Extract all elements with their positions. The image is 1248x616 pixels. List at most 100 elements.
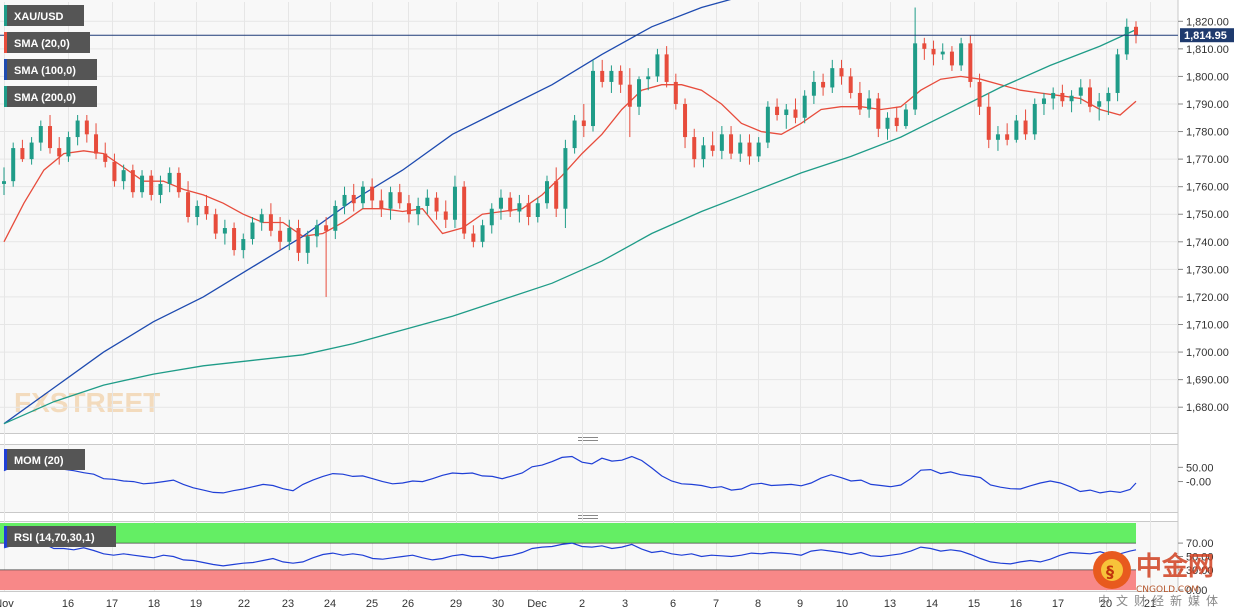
candle <box>425 189 430 215</box>
candle <box>683 98 688 149</box>
rsi-tag-label: RSI (14,70,30,1) <box>14 532 95 544</box>
candle <box>342 186 347 215</box>
date-tick-label: 16 <box>62 598 74 610</box>
candle <box>1041 92 1046 116</box>
candle <box>314 219 319 248</box>
candle <box>618 65 623 93</box>
date-tick-label: 8 <box>755 598 761 610</box>
candle-body <box>1041 98 1046 104</box>
sma200-tag[interactable]: SMA (200,0) <box>4 86 97 107</box>
candle <box>655 48 660 82</box>
candle <box>995 126 1000 151</box>
candle-body <box>867 98 872 110</box>
candle <box>830 59 835 93</box>
candle-body <box>213 214 218 234</box>
symbol-tag-label: XAU/USD <box>14 11 64 23</box>
rsi-tag-box <box>4 526 116 547</box>
candle-body <box>673 81 678 104</box>
rsi-tick-label: 50.00 <box>1186 552 1214 564</box>
candle-body <box>581 120 586 127</box>
candle <box>370 178 375 209</box>
date-tick-label: 17 <box>1052 598 1064 610</box>
sma200-tag-label: SMA (200,0) <box>14 92 76 104</box>
main-panel <box>0 0 1178 433</box>
candle-body <box>572 120 577 149</box>
candle-body <box>112 161 117 182</box>
candle-body <box>729 134 734 154</box>
candle <box>627 68 632 138</box>
mom-tick-label: 50.00 <box>1186 462 1214 474</box>
last-price-line: 1,814.95 <box>0 28 1234 43</box>
candle-body <box>977 81 982 107</box>
candle-body <box>370 186 375 201</box>
sma200-tag-box <box>4 86 97 107</box>
candle <box>66 131 71 162</box>
mom-line <box>3 455 1137 494</box>
indicator-tags: XAU/USD SMA (20,0) SMA (100,0) SMA (200,0) M… <box>4 5 116 547</box>
candle <box>1005 123 1010 146</box>
rsi-tag[interactable]: RSI (14,70,30,1) <box>4 526 116 547</box>
candle-body <box>443 211 448 220</box>
date-tick-label: 26 <box>402 598 414 610</box>
candle <box>103 142 108 168</box>
candle-body <box>563 148 568 209</box>
candle-body <box>305 236 310 253</box>
candle <box>1124 18 1129 60</box>
candle <box>57 137 62 165</box>
candle <box>278 217 283 251</box>
candle-body <box>75 120 80 138</box>
date-tick-label: 2 <box>579 598 585 610</box>
candle <box>1069 90 1074 113</box>
candle <box>1051 87 1056 110</box>
candle-body <box>176 172 181 193</box>
candle <box>784 103 789 129</box>
candle-body <box>683 103 688 138</box>
date-tick-label: 10 <box>836 598 848 610</box>
candle-body <box>940 51 945 55</box>
rsi-resize-handle[interactable] <box>578 515 598 519</box>
candle <box>397 183 402 209</box>
candle <box>434 192 439 220</box>
candle-body <box>1115 54 1120 93</box>
candle-body <box>664 54 669 82</box>
candle <box>664 46 669 88</box>
moving-average-lines <box>3 0 1137 425</box>
candle <box>480 219 485 248</box>
candle-body <box>314 225 319 237</box>
candle-body <box>1134 26 1138 36</box>
candle <box>351 183 356 212</box>
mom-tag[interactable]: MOM (20) <box>4 449 85 470</box>
candle <box>1032 98 1037 140</box>
price-tick-label: 1,790.00 <box>1186 99 1229 111</box>
candle-body <box>121 170 126 182</box>
sma20-tag[interactable]: SMA (20,0) <box>4 32 90 53</box>
cngold-logo: § 中金网 CNGOLD.COM 中文财经新媒体 <box>1093 551 1218 608</box>
candle <box>149 170 154 201</box>
price-tick-label: 1,800.00 <box>1186 71 1229 83</box>
candle-body <box>968 43 973 82</box>
sma20-tag-color <box>4 32 7 53</box>
candle <box>692 128 697 168</box>
candle <box>1134 21 1138 44</box>
candle-body <box>609 70 614 82</box>
candle <box>885 112 890 140</box>
candle <box>821 73 826 96</box>
candle-body <box>103 153 108 162</box>
candle-body <box>250 222 255 240</box>
candle-body <box>839 68 844 77</box>
candle <box>747 134 752 165</box>
sma100-tag[interactable]: SMA (100,0) <box>4 59 97 80</box>
candle-body <box>57 148 62 157</box>
date-tick-label: 19 <box>190 598 202 610</box>
candle-body <box>434 197 439 212</box>
candle-body <box>278 230 283 242</box>
symbol-tag[interactable]: XAU/USD <box>4 5 84 26</box>
mom-resize-handle[interactable] <box>578 437 598 441</box>
rsi-zones <box>0 523 1136 590</box>
date-tick-label: 30 <box>492 598 504 610</box>
candle-body <box>765 106 770 143</box>
candle <box>903 103 908 129</box>
candle-body <box>471 233 476 242</box>
candle-body <box>241 239 246 251</box>
